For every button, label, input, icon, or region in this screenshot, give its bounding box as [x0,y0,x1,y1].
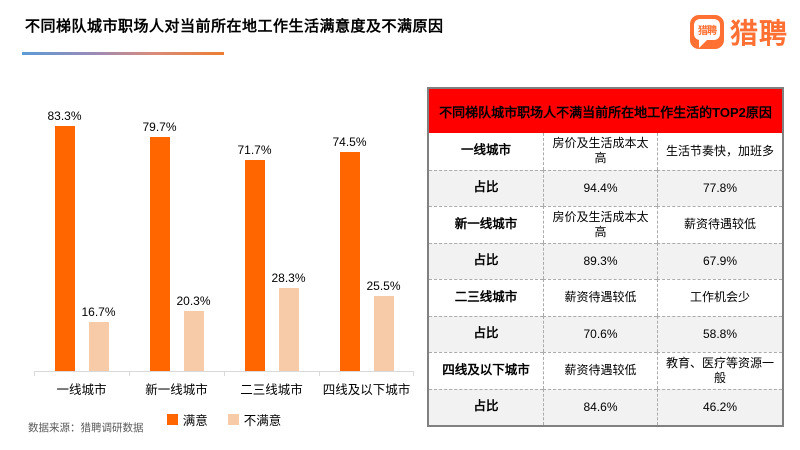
percent-cell: 89.3% [543,242,657,279]
bar-group-new-tier1: 79.7% 20.3% [129,78,224,371]
bar-dissatisfied: 25.5% [366,279,401,371]
bar-dissatisfied: 16.7% [81,305,116,371]
bar-group-tier23: 71.7% 28.3% [224,78,319,371]
chart-legend: 满意 不满意 [34,410,414,429]
percent-cell: 67.9% [657,242,782,279]
bar-value-label: 71.7% [237,143,272,158]
percent-cell: 77.8% [657,169,782,206]
axis-tick [413,371,414,376]
page-title: 不同梯队城市职场人对当前所在地工作生活满意度及不满原因 [25,18,444,35]
legend-swatch-satisfied [166,414,178,425]
title-underline [22,52,224,55]
bar-value-label: 28.3% [271,270,306,285]
bar-group-tier1: 83.3% 16.7% [34,78,129,371]
row-header-cell: 二三线城市 [429,279,543,316]
bar-value-label: 20.3% [176,294,211,309]
bar-value-label: 79.7% [142,119,177,134]
legend-item-dissatisfied: 不满意 [227,410,282,429]
row-header-cell: 四线及以下城市 [429,352,543,389]
reason-cell: 房价及生活成本太高 [543,206,657,243]
x-axis-labels: 一线城市 新一线城市 二三线城市 四线及以下城市 [34,372,414,398]
satisfaction-bar-chart: 83.3% 16.7% 79.7% 20.3% 71.7% 28 [34,78,414,429]
row-header-cell: 占比 [429,242,543,279]
legend-label: 满意 [182,414,208,428]
table-body: 一线城市 房价及生活成本太高 生活节奏快，加班多 占比 94.4% 77.8% … [429,133,782,425]
legend-item-satisfied: 满意 [166,410,208,429]
bar-dissatisfied: 28.3% [271,271,306,371]
axis-tick [319,371,320,376]
row-header-cell: 占比 [429,169,543,206]
x-axis-label: 四线及以下城市 [322,383,411,397]
axis-tick [224,371,225,376]
data-source-note: 数据来源：猎聘调研数据 [28,422,144,434]
bar-value-label: 16.7% [81,304,116,319]
bar-satisfied: 83.3% [47,109,82,371]
table-title: 不同梯队城市职场人不满当前所在地工作生活的TOP2原因 [429,89,782,133]
row-header-cell: 占比 [429,315,543,352]
liepin-logo-icon: 猎聘 [689,15,724,49]
percent-cell: 84.6% [543,388,657,425]
liepin-logo: 猎聘 猎聘 [689,12,788,52]
reason-cell: 薪资待遇较低 [657,206,782,243]
axis-tick [34,371,35,376]
reason-cell: 薪资待遇较低 [543,279,657,316]
percent-cell: 58.8% [657,315,782,352]
row-header-cell: 新一线城市 [429,206,543,243]
bar-value-label: 25.5% [366,279,401,294]
bar-satisfied: 79.7% [142,120,177,371]
reason-cell: 工作机会少 [657,279,782,316]
reason-cell: 薪资待遇较低 [543,352,657,389]
top2-reasons-table: 不同梯队城市职场人不满当前所在地工作生活的TOP2原因 一线城市 房价及生活成本… [427,87,784,427]
chart-plot-area: 83.3% 16.7% 79.7% 20.3% 71.7% 28 [34,78,414,376]
reason-cell: 生活节奏快，加班多 [657,133,782,170]
percent-cell: 70.6% [543,315,657,352]
percent-cell: 46.2% [657,388,782,425]
bar-value-label: 74.5% [332,134,367,149]
legend-swatch-dissatisfied [227,414,239,425]
reason-cell: 房价及生活成本太高 [543,133,657,170]
x-axis-label: 新一线城市 [145,383,208,397]
speech-bubble-icon: 猎聘 [693,19,720,48]
legend-label: 不满意 [243,414,282,428]
x-axis-label: 二三线城市 [240,383,303,397]
reason-cell: 教育、医疗等资源一般 [657,352,782,389]
row-header-cell: 占比 [429,388,543,425]
row-header-cell: 一线城市 [460,143,511,158]
x-axis-label: 一线城市 [56,383,107,397]
liepin-logo-text: 猎聘 [729,18,788,49]
bar-value-label: 83.3% [47,109,82,124]
bar-dissatisfied: 20.3% [176,294,211,371]
bar-group-tier4-below: 74.5% 25.5% [319,78,414,371]
axis-tick [129,371,130,376]
bar-satisfied: 71.7% [237,143,272,371]
percent-cell: 94.4% [543,169,657,206]
bar-satisfied: 74.5% [332,135,367,371]
